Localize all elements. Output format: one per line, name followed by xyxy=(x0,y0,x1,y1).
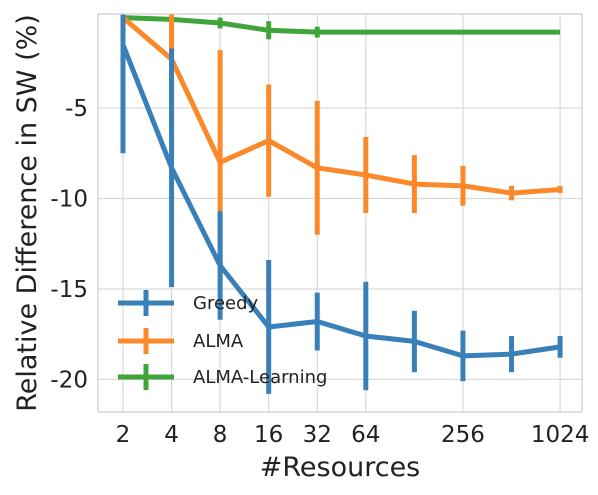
legend-label: ALMA xyxy=(193,331,244,352)
x-tick-label: 64 xyxy=(351,422,380,448)
plot-frame xyxy=(97,13,583,413)
y-tick-label: -15 xyxy=(50,277,88,303)
series-line xyxy=(120,43,561,359)
legend-label: ALMA-Learning xyxy=(193,367,327,388)
y-tick-label: -5 xyxy=(65,96,88,122)
y-ticks: -5 -10 -15 -20 xyxy=(50,96,88,393)
x-axis-label: #Resources xyxy=(260,452,421,483)
x-tick-label: 1024 xyxy=(531,422,590,448)
y-tick-label: -20 xyxy=(50,367,88,393)
x-tick-label: 32 xyxy=(303,422,332,448)
legend: Greedy ALMA ALMA-Learning xyxy=(118,290,327,390)
y-axis-label: Relative Difference in SW (%) xyxy=(12,14,43,412)
x-tick-label: 256 xyxy=(441,422,485,448)
x-tick-label: 4 xyxy=(164,422,179,448)
legend-item: ALMA-Learning xyxy=(118,364,327,390)
legend-item: Greedy xyxy=(118,290,259,316)
legend-label: Greedy xyxy=(193,293,259,314)
x-tick-label: 16 xyxy=(254,422,283,448)
series-layer xyxy=(120,14,563,394)
x-tick-label: 8 xyxy=(213,422,228,448)
y-tick-label: -10 xyxy=(50,187,88,213)
series-greedy xyxy=(120,14,563,394)
series-line xyxy=(121,15,561,196)
series-alma-learning xyxy=(122,15,561,40)
x-ticks: 2 4 8 16 32 64 256 1024 xyxy=(116,422,590,448)
series-line xyxy=(122,15,561,35)
legend-item: ALMA xyxy=(118,328,244,354)
series-alma xyxy=(121,14,563,275)
x-tick-label: 2 xyxy=(116,422,131,448)
